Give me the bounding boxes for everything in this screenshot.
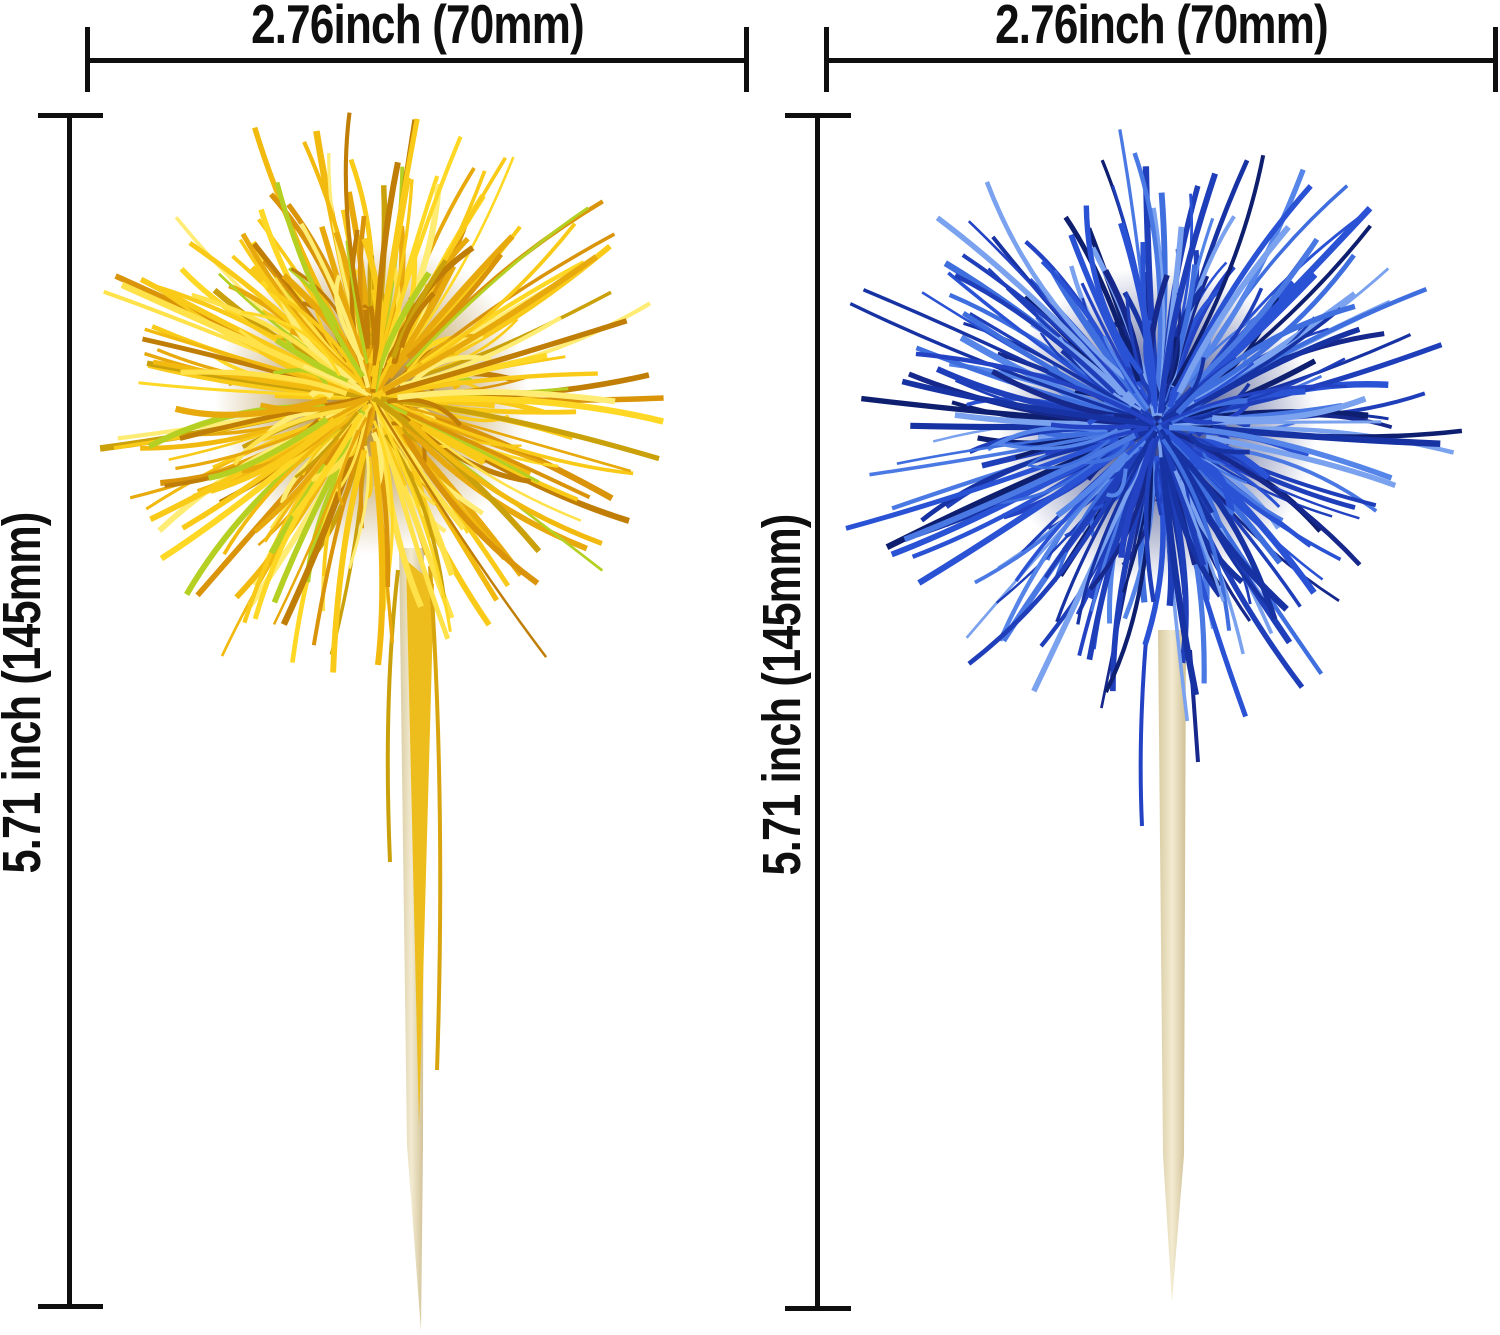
gold-width-right-tick (744, 27, 749, 92)
blue-width-left-tick (824, 27, 829, 92)
blue-height-top-tick (785, 113, 851, 118)
blue-width-dimension-line (827, 58, 1496, 63)
gold-height-bottom-tick (38, 1304, 103, 1309)
gold-width-dimension-label: 2.76inch (70mm) (251, 0, 585, 55)
gold-hanging-strand (428, 565, 443, 1071)
gold-pick (99, 112, 664, 1331)
blue-hanging-strand (1138, 639, 1148, 827)
gold-height-top-tick (38, 113, 103, 118)
gold-height-dimension-line (67, 115, 72, 1307)
blue-height-dimension-line (815, 115, 820, 1310)
gold-height-dimension-label: 5.71 inch (145mm) (0, 512, 52, 874)
blue-height-bottom-tick (785, 1306, 851, 1311)
gold-hanging-strand (385, 569, 400, 863)
blue-width-dimension-label: 2.76inch (70mm) (995, 0, 1329, 55)
gold-hanging-strand (406, 560, 434, 1128)
gold-width-left-tick (85, 27, 90, 92)
blue-height-dimension-label: 5.71 inch (145mm) (752, 514, 812, 876)
blue-width-right-tick (1493, 27, 1498, 92)
gold-width-dimension-line (88, 58, 747, 63)
blue-stick (1158, 630, 1186, 1302)
blue-pick (845, 129, 1463, 1302)
